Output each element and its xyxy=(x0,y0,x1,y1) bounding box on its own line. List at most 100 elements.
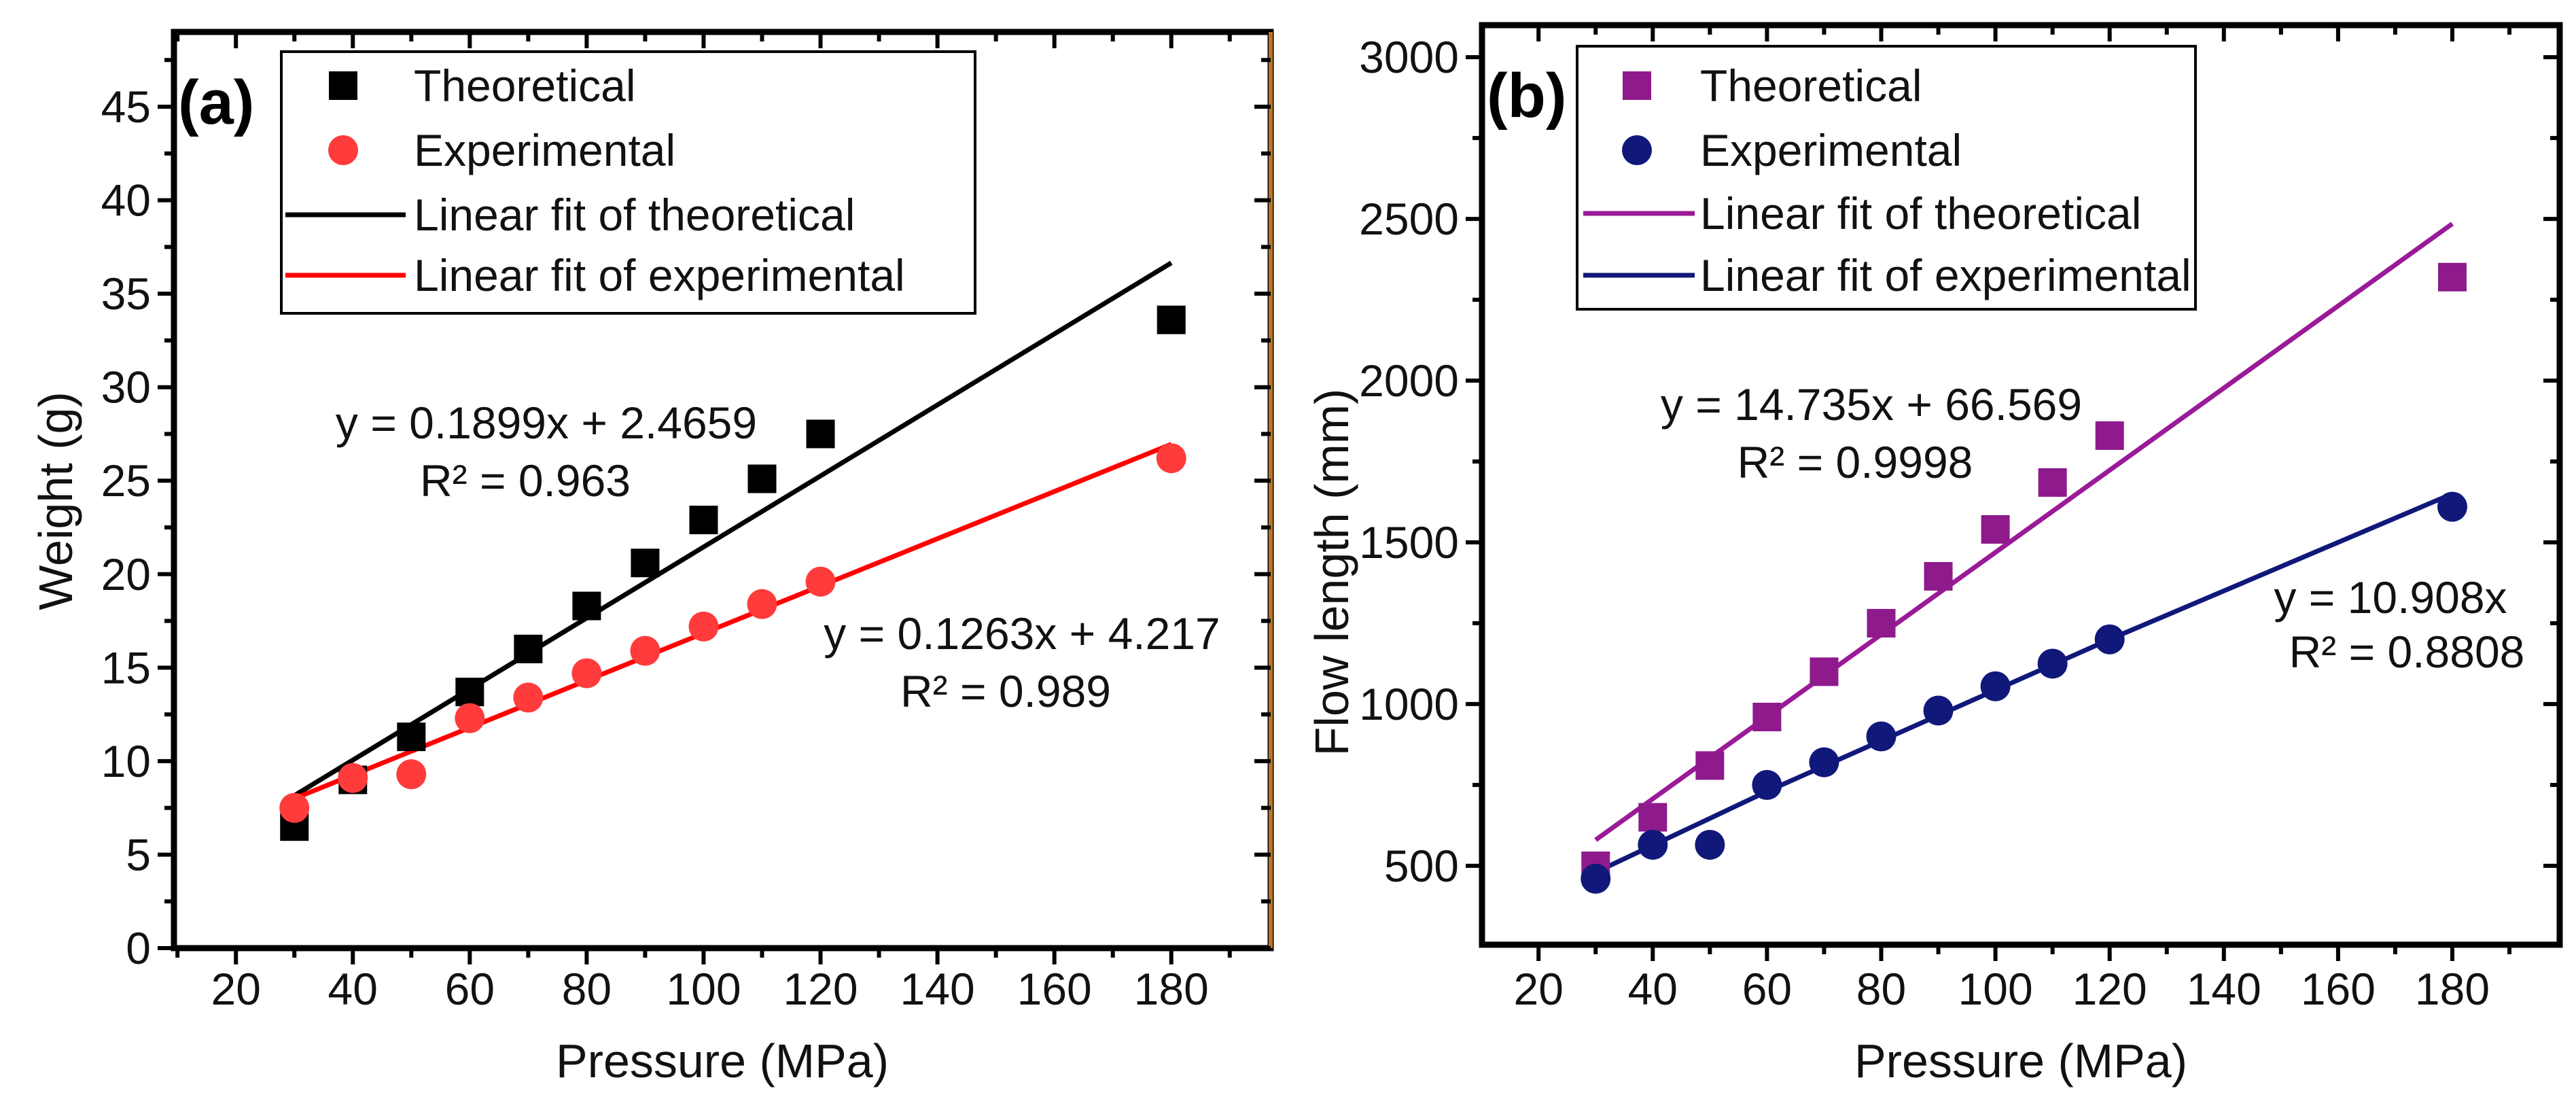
y-tick-label: 0 xyxy=(126,923,151,973)
y-axis-label: Flow length (mm) xyxy=(1305,389,1358,756)
x-tick-label: 20 xyxy=(211,964,260,1014)
data-point-theoretical xyxy=(572,591,601,621)
y-tick-label: 2000 xyxy=(1359,355,1459,406)
x-tick-label: 140 xyxy=(2187,964,2261,1014)
data-point-experimental xyxy=(1752,769,1782,800)
y-tick-label: 45 xyxy=(101,82,151,132)
fit-line-linear-fit-of-experimental xyxy=(1594,491,2454,875)
data-point-theoretical xyxy=(1924,561,1953,591)
fit-line-linear-fit-of-theoretical xyxy=(293,260,1173,798)
data-point-theoretical xyxy=(806,419,835,449)
data-point-theoretical xyxy=(747,464,777,493)
data-point-experimental xyxy=(630,635,660,666)
equation-annotation: R² = 0.963 xyxy=(420,455,631,506)
data-point-experimental xyxy=(279,792,310,823)
data-point-theoretical xyxy=(1157,305,1186,334)
data-point-experimental xyxy=(1809,747,1839,778)
data-point-theoretical xyxy=(514,634,543,663)
data-point-experimental xyxy=(747,589,777,619)
x-tick-label: 180 xyxy=(1134,964,1209,1014)
equation-annotation: y = 0.1263x + 4.217 xyxy=(824,608,1220,659)
data-point-theoretical xyxy=(1752,702,1782,731)
data-point-theoretical xyxy=(455,678,484,707)
fit-line-linear-fit-of-theoretical xyxy=(1594,222,2454,842)
legend-label: Experimental xyxy=(1700,125,1962,175)
data-point-theoretical xyxy=(397,722,426,752)
y-tick-label: 3000 xyxy=(1359,32,1459,82)
y-tick-label: 1500 xyxy=(1359,517,1459,568)
y-tick-label: 10 xyxy=(101,736,151,786)
data-point-experimental xyxy=(2094,624,2125,655)
data-point-experimental xyxy=(688,611,719,642)
x-tick-label: 180 xyxy=(2415,964,2490,1014)
x-tick-label: 60 xyxy=(445,964,495,1014)
series-experimental xyxy=(1581,491,2467,894)
legend-label: Experimental xyxy=(414,125,675,175)
equation-annotation: R² = 0.9998 xyxy=(1737,437,1973,487)
y-tick-label: 5 xyxy=(126,829,151,879)
legend: Theoretical Experimental Linear fit of the… xyxy=(280,50,976,315)
data-point-theoretical xyxy=(2437,262,2467,292)
data-point-experimental xyxy=(1980,671,2011,701)
y-tick-label: 35 xyxy=(101,268,151,319)
data-point-experimental xyxy=(513,682,544,713)
fit-line-linear-fit-of-experimental xyxy=(293,442,1173,801)
series-theoretical xyxy=(1581,262,2467,880)
data-point-experimental xyxy=(1156,443,1186,474)
panel-a: 20 40 60 80 100 120 140 160 180 0 5 10 15 20 25 30 35 40 4… xyxy=(29,29,1274,1087)
data-point-experimental xyxy=(2437,491,2467,522)
legend-label: Linear fit of experimental xyxy=(414,250,905,300)
data-point-experimental xyxy=(571,658,602,688)
y-tick-label: 30 xyxy=(101,362,151,413)
data-point-theoretical xyxy=(1981,515,2010,544)
y-tick-label: 20 xyxy=(101,549,151,599)
data-point-experimental xyxy=(1695,829,1725,860)
legend-marker xyxy=(1622,135,1652,165)
data-point-theoretical xyxy=(631,548,660,578)
x-tick-label: 40 xyxy=(328,964,378,1014)
data-point-experimental xyxy=(396,759,427,790)
legend-label: Theoretical xyxy=(1700,60,1922,111)
data-point-theoretical xyxy=(1810,657,1839,686)
data-point-experimental xyxy=(1923,695,1954,726)
y-tick-label: 15 xyxy=(101,642,151,693)
x-tick-label: 100 xyxy=(1958,964,2033,1014)
y-tick-label: 1000 xyxy=(1359,679,1459,729)
legend-box xyxy=(1576,45,2197,311)
y-tick-label: 500 xyxy=(1384,841,1459,891)
data-point-theoretical xyxy=(1867,608,1896,638)
x-tick-label: 80 xyxy=(1856,964,1906,1014)
data-point-experimental xyxy=(1638,829,1668,860)
legend-box xyxy=(280,50,976,315)
x-axis-label: Pressure (MPa) xyxy=(1854,1034,2187,1087)
panel-b: 20 40 60 80 100 120 140 160 180 500 1000 1500 2000 25… xyxy=(1305,22,2563,1087)
data-point-theoretical xyxy=(1638,803,1668,832)
legend-label: Linear fit of theoretical xyxy=(414,190,855,240)
x-axis-label: Pressure (MPa) xyxy=(556,1034,889,1087)
panel-label: (a) xyxy=(178,68,254,137)
data-point-experimental xyxy=(805,566,836,597)
legend-marker xyxy=(328,135,358,165)
x-tick-label: 20 xyxy=(1513,964,1563,1014)
x-tick-label: 80 xyxy=(562,964,612,1014)
data-point-experimental xyxy=(2037,648,2068,679)
legend-label: Theoretical xyxy=(414,60,636,111)
equation-annotation: y = 10.908x xyxy=(2274,572,2507,623)
data-point-experimental xyxy=(1581,863,1611,894)
data-point-theoretical xyxy=(689,506,718,535)
x-tick-label: 120 xyxy=(2072,964,2147,1014)
series-experimental xyxy=(279,443,1186,823)
x-tick-label: 140 xyxy=(900,964,975,1014)
equation-annotation: R² = 0.989 xyxy=(900,666,1111,716)
data-point-experimental xyxy=(455,703,485,733)
data-point-theoretical xyxy=(1695,751,1725,780)
panel-label: (b) xyxy=(1487,61,1566,130)
equation-annotation: R² = 0.8808 xyxy=(2289,627,2525,677)
legend-marker xyxy=(1623,71,1651,100)
x-tick-label: 120 xyxy=(783,964,858,1014)
y-tick-label: 2500 xyxy=(1359,194,1459,244)
x-tick-label: 40 xyxy=(1628,964,1678,1014)
equation-annotation: y = 0.1899x + 2.4659 xyxy=(336,398,757,448)
legend-label: Linear fit of experimental xyxy=(1700,250,2191,300)
